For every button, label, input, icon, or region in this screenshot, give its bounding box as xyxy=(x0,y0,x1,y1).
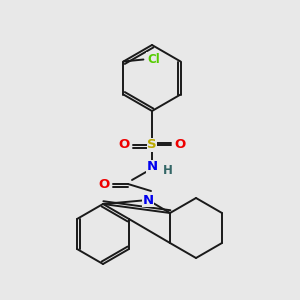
Text: O: O xyxy=(118,139,130,152)
Text: H: H xyxy=(163,164,173,176)
Text: Cl: Cl xyxy=(147,53,160,66)
Text: S: S xyxy=(147,139,157,152)
Text: O: O xyxy=(174,139,186,152)
Text: N: N xyxy=(142,194,154,206)
Text: O: O xyxy=(98,178,110,190)
Text: N: N xyxy=(146,160,158,173)
